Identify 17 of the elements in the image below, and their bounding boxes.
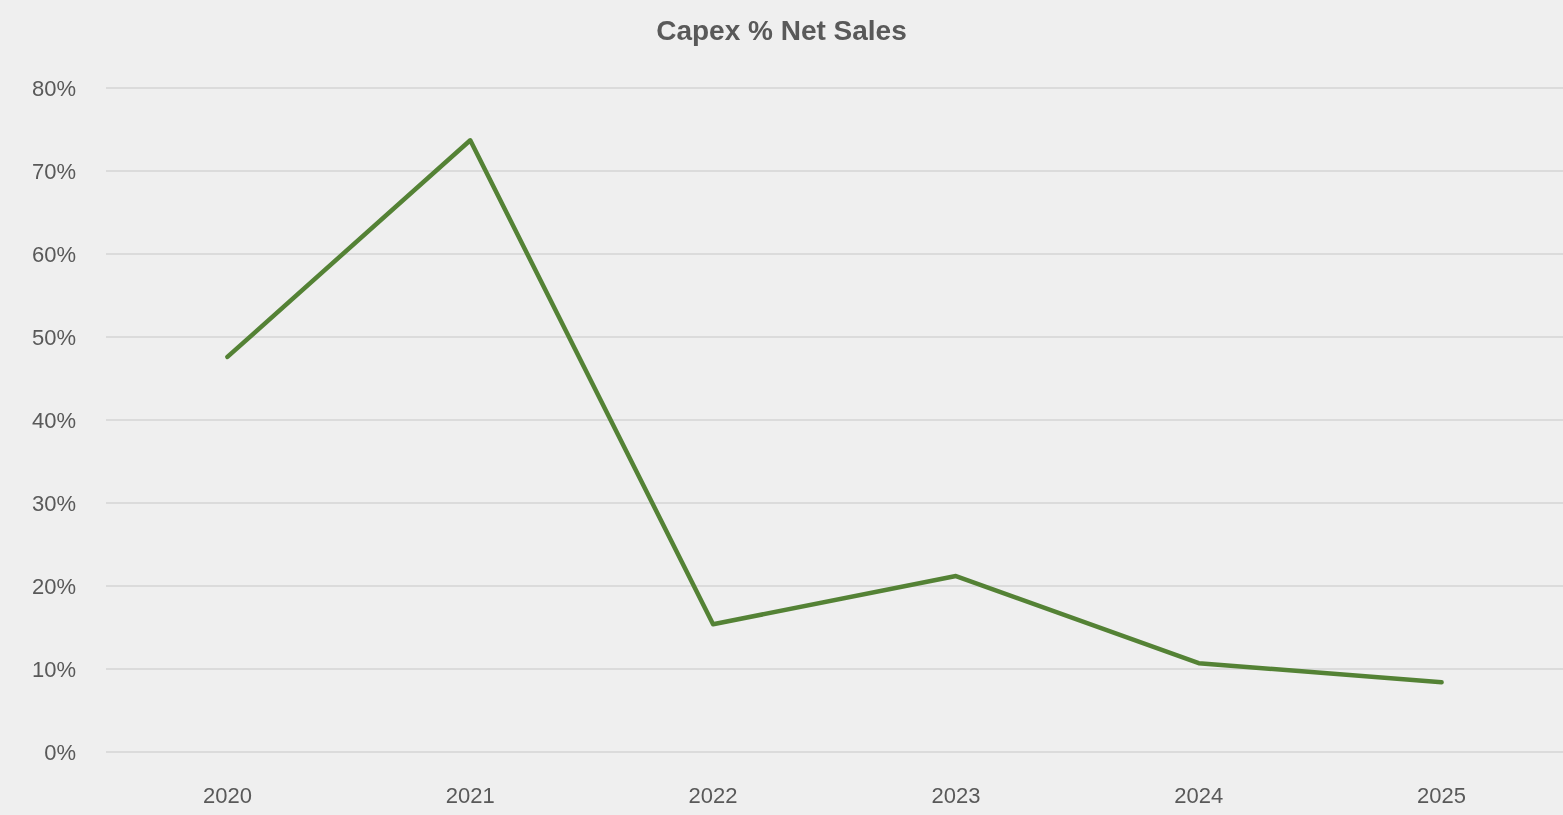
- line-series: [225, 138, 1444, 685]
- x-tick-label: 2022: [688, 783, 738, 808]
- y-tick-label: 80%: [31, 75, 76, 101]
- y-tick-label: 50%: [31, 324, 76, 350]
- y-tick-label: 30%: [31, 490, 76, 516]
- chart-title: Capex % Net Sales: [656, 15, 907, 46]
- y-tick-label: 10%: [31, 656, 76, 682]
- x-tick-label: 2020: [202, 783, 252, 808]
- x-tick-label: 2024: [1174, 783, 1224, 808]
- y-tick-label: 60%: [31, 241, 76, 267]
- y-tick-label: 40%: [31, 407, 76, 433]
- y-tick-label: 0%: [44, 739, 76, 765]
- y-tick-label: 20%: [31, 573, 76, 599]
- x-tick-label: 2025: [1417, 783, 1467, 808]
- x-tick-label: 2021: [445, 783, 495, 808]
- x-tick-label: 2023: [931, 783, 981, 808]
- y-tick-label: 70%: [31, 158, 76, 184]
